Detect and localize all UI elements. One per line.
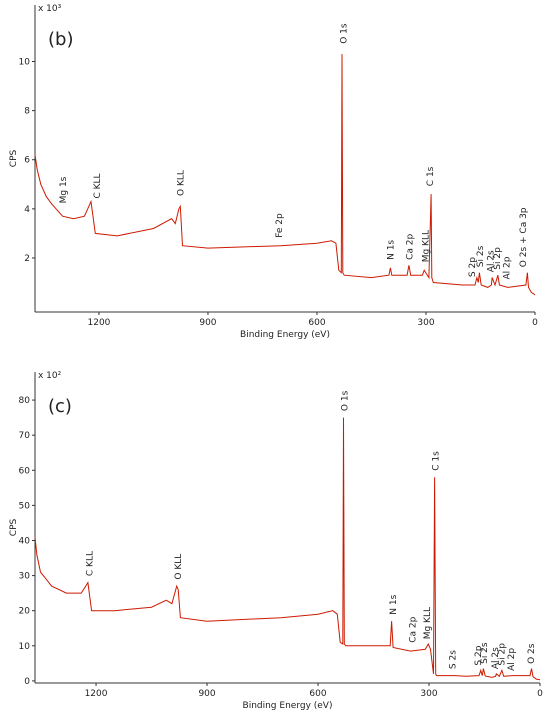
x-tick-label: 0: [532, 318, 538, 328]
spectrum-line: [34, 54, 536, 296]
peak-label: Al 2s: [491, 647, 501, 669]
peak-label: Mg KLL: [421, 230, 431, 262]
y-tick-label: 70: [19, 431, 31, 441]
x-tick-label: 1200: [85, 689, 108, 699]
peak-label: N 1s: [389, 594, 399, 614]
peak-label: C KLL: [85, 551, 95, 576]
peak-label: O 2s + Ca 3p: [519, 207, 529, 267]
peak-label: S 2p: [474, 645, 484, 665]
peak-label: S 2s: [449, 650, 459, 669]
y-axis-label: CPS: [9, 150, 19, 168]
peak-label: Al 2s: [487, 250, 497, 272]
peak-label: O 1s: [340, 23, 350, 44]
peak-label: S 2p: [468, 257, 478, 277]
peak-label: O KLL: [174, 554, 184, 580]
peak-label: O 2s: [527, 643, 537, 664]
y-tick-label: 20: [19, 607, 31, 617]
peak-label: Ca 2p: [408, 616, 418, 642]
y-scale-label: x 10³: [38, 4, 62, 14]
peak-label: Mg 1s: [59, 176, 69, 203]
y-tick-label: 10: [19, 57, 31, 67]
peak-label: C 1s: [426, 166, 436, 186]
y-tick-label: 8: [24, 107, 30, 117]
x-tick-label: 900: [198, 689, 215, 699]
y-axis-label: CPS: [9, 519, 19, 537]
spectrum-line: [34, 417, 541, 681]
x-tick-label: 0: [537, 689, 543, 699]
peak-label: Ca 2p: [406, 234, 416, 260]
peak-label: Mg KLL: [423, 607, 433, 639]
peak-label: Al 2p: [507, 648, 517, 671]
x-tick-label: 300: [420, 689, 437, 699]
panel-label: (b): [48, 29, 73, 50]
y-tick-label: 30: [19, 572, 31, 582]
peak-label: Si 2p: [493, 247, 503, 270]
peak-label: Si 2s: [476, 245, 486, 267]
y-tick-label: 60: [19, 466, 31, 476]
peak-label: Fe 2p: [275, 213, 285, 238]
peak-label: Si 2p: [498, 643, 508, 666]
peak-label: O 1s: [341, 390, 351, 411]
x-axis-label: Binding Energy (eV): [240, 330, 330, 340]
peak-label: C 1s: [431, 451, 441, 471]
peak-label: O KLL: [177, 170, 187, 196]
x-tick-label: 1200: [88, 318, 111, 328]
peak-label: C KLL: [93, 173, 103, 198]
panel-label: (c): [48, 396, 72, 417]
peak-label: Al 2p: [503, 256, 513, 279]
peak-label: Si 2s: [480, 642, 490, 664]
y-tick-label: 40: [19, 536, 31, 546]
y-scale-label: x 10²: [38, 371, 62, 381]
y-tick-label: 6: [24, 156, 30, 166]
x-tick-label: 900: [199, 318, 216, 328]
x-axis-label: Binding Energy (eV): [243, 701, 333, 711]
y-tick-label: 0: [24, 677, 30, 687]
x-tick-label: 600: [308, 318, 325, 328]
y-tick-label: 2: [24, 254, 30, 264]
y-tick-label: 4: [24, 205, 30, 215]
y-tick-label: 50: [19, 501, 31, 511]
y-tick-label: 10: [19, 642, 31, 652]
peak-label: N 1s: [386, 240, 396, 260]
x-tick-label: 600: [309, 689, 326, 699]
y-tick-label: 80: [19, 396, 31, 406]
x-tick-label: 300: [417, 318, 434, 328]
